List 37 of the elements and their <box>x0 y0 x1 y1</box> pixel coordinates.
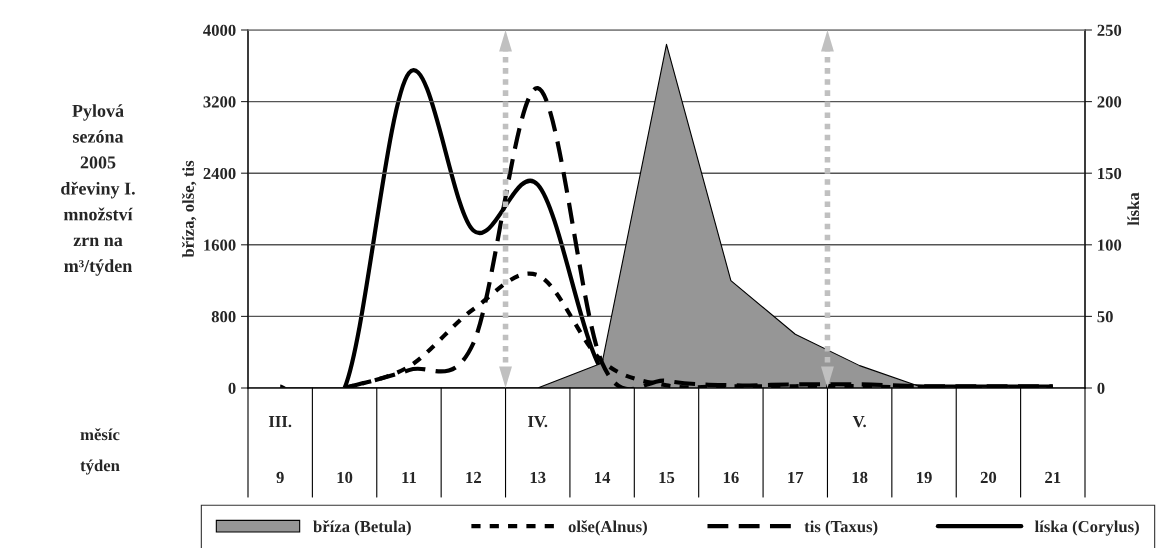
text: týden <box>80 459 120 475</box>
text: měsíc <box>80 428 120 441</box>
x-tick-label: 17 <box>788 471 804 483</box>
legend-label: tis (Taxus) <box>804 520 878 536</box>
x-tick-label: 11 <box>402 471 416 483</box>
x-tick-label: 21 <box>1045 471 1061 483</box>
text: V. <box>852 416 866 428</box>
y2-tick-label: 0 <box>1097 382 1105 394</box>
y-tick-label: 4000 <box>203 24 236 36</box>
x-tick-label: 14 <box>595 471 611 483</box>
x-tick-label: 20 <box>980 471 997 484</box>
y2-tick-label: 250 <box>1097 24 1122 36</box>
y2-tick-label: 50 <box>1097 311 1113 323</box>
x-tick-label: 16 <box>723 471 739 484</box>
x-tick-label: 9 <box>276 471 284 484</box>
y2-axis-title: líska <box>1127 192 1140 226</box>
y-axis-title: bříza, olše, tis <box>182 160 197 258</box>
y-tick-label: 2400 <box>203 167 236 180</box>
legend-label: líska (Corylus) <box>1034 520 1139 536</box>
x-tick-label: 13 <box>530 471 546 484</box>
x-tick-label: 10 <box>337 471 353 484</box>
text: III. <box>268 416 292 428</box>
x-tick-label: 12 <box>466 471 481 483</box>
y-tick-label: 3200 <box>203 96 236 108</box>
y-tick-label: 800 <box>211 311 236 323</box>
x-tick-label: 15 <box>659 471 675 484</box>
text: Pylová sezóna 2005 dřeviny I. množství zrn na m³/týden <box>61 104 135 276</box>
y-tick-label: 0 <box>228 382 236 394</box>
legend-label: olše(Alnus) <box>568 520 647 536</box>
x-tick-label: 19 <box>917 471 932 484</box>
y2-tick-label: 100 <box>1098 239 1122 251</box>
y2-tick-label: 150 <box>1098 167 1122 180</box>
y2-tick-label: 200 <box>1097 96 1122 108</box>
text: IV. <box>528 416 548 428</box>
y-tick-label: 1600 <box>204 239 236 251</box>
x-tick-label: 18 <box>852 471 868 484</box>
legend-label: bříza (Betula) <box>313 520 411 536</box>
